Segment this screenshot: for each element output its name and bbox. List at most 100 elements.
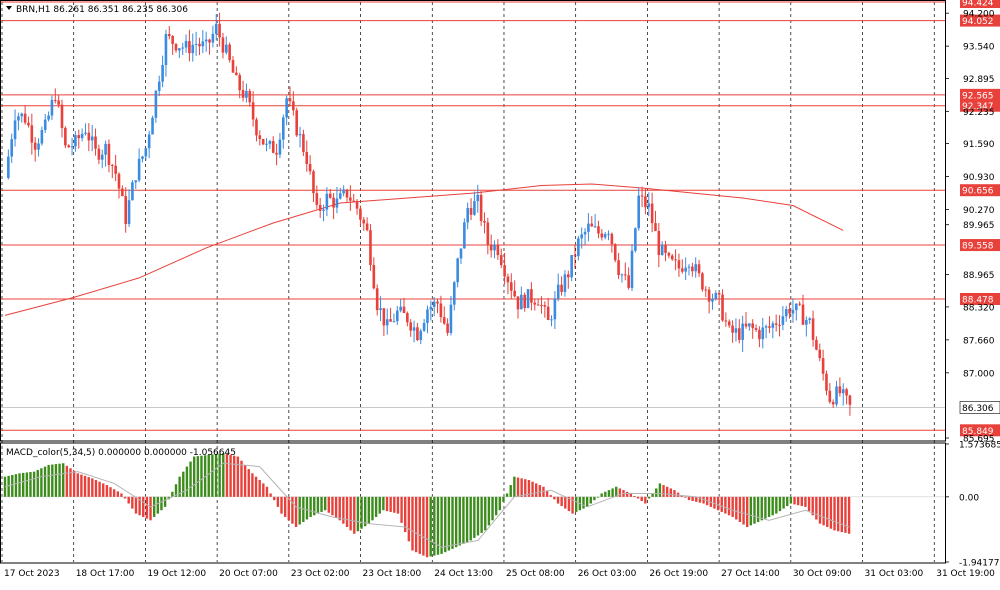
candle[interactable]	[67, 144, 71, 148]
macd-bar[interactable]	[724, 496, 727, 514]
candle[interactable]	[788, 302, 791, 319]
candle[interactable]	[617, 252, 620, 280]
candle[interactable]	[660, 241, 664, 256]
candle[interactable]	[566, 270, 570, 289]
macd-bar[interactable]	[800, 496, 803, 507]
candle[interactable]	[697, 259, 701, 277]
candle[interactable]	[315, 185, 319, 210]
dropdown-triangle-icon[interactable]	[6, 6, 12, 10]
candle[interactable]	[781, 305, 785, 331]
candle[interactable]	[275, 143, 278, 166]
candle[interactable]	[670, 253, 674, 261]
macd-bar[interactable]	[320, 496, 323, 512]
candle[interactable]	[285, 95, 288, 126]
candle[interactable]	[761, 317, 765, 349]
macd-bar[interactable]	[229, 454, 232, 497]
candle[interactable]	[737, 319, 741, 344]
macd-bar[interactable]	[62, 463, 65, 497]
candle[interactable]	[818, 343, 822, 362]
macd-bar[interactable]	[549, 495, 552, 497]
candle[interactable]	[436, 298, 439, 314]
candle[interactable]	[442, 306, 446, 325]
candle[interactable]	[224, 36, 228, 55]
candle[interactable]	[218, 12, 221, 47]
macd-bar[interactable]	[200, 455, 203, 497]
macd-bar[interactable]	[571, 496, 574, 514]
candle[interactable]	[147, 130, 151, 159]
macd-bar[interactable]	[142, 496, 145, 517]
candle[interactable]	[144, 147, 148, 161]
macd-bar[interactable]	[189, 461, 192, 497]
macd-bar[interactable]	[360, 496, 363, 529]
macd-bar[interactable]	[604, 491, 607, 497]
candle[interactable]	[493, 240, 496, 259]
candle[interactable]	[382, 308, 386, 336]
macd-bar[interactable]	[575, 496, 578, 512]
candle[interactable]	[831, 399, 835, 408]
macd-bar[interactable]	[836, 496, 840, 532]
candle[interactable]	[281, 114, 285, 149]
macd-bar[interactable]	[531, 481, 534, 497]
candle[interactable]	[372, 257, 376, 290]
macd-bar[interactable]	[262, 483, 265, 497]
candle[interactable]	[764, 324, 768, 339]
candle[interactable]	[161, 55, 164, 88]
macd-bar[interactable]	[14, 474, 18, 497]
macd-bar[interactable]	[564, 496, 567, 509]
candle[interactable]	[214, 14, 218, 41]
candle[interactable]	[540, 296, 543, 314]
macd-bar[interactable]	[527, 480, 531, 497]
macd-bar[interactable]	[491, 496, 494, 521]
candle[interactable]	[838, 377, 842, 397]
macd-bar[interactable]	[105, 485, 109, 497]
macd-bar[interactable]	[695, 496, 698, 502]
macd-bar[interactable]	[556, 496, 560, 504]
candle[interactable]	[228, 42, 231, 63]
macd-bar[interactable]	[465, 496, 469, 543]
macd-bar[interactable]	[560, 496, 563, 507]
macd-bar[interactable]	[487, 496, 491, 526]
candle[interactable]	[650, 192, 654, 233]
candle[interactable]	[345, 188, 349, 202]
candle[interactable]	[811, 310, 815, 347]
macd-bar[interactable]	[498, 496, 502, 511]
candle[interactable]	[30, 113, 34, 155]
macd-bar[interactable]	[233, 455, 236, 497]
candle[interactable]	[758, 326, 761, 348]
candle[interactable]	[406, 311, 409, 327]
candle[interactable]	[560, 276, 563, 296]
candle[interactable]	[60, 99, 64, 138]
macd-bar[interactable]	[440, 496, 443, 554]
candle[interactable]	[828, 383, 832, 404]
macd-bar[interactable]	[509, 485, 512, 497]
candle[interactable]	[536, 298, 540, 306]
macd-bar[interactable]	[72, 470, 76, 497]
macd-bar[interactable]	[334, 496, 338, 518]
macd-bar[interactable]	[236, 456, 240, 497]
candle[interactable]	[238, 72, 242, 99]
macd-bar[interactable]	[480, 496, 483, 533]
macd-bar[interactable]	[367, 496, 371, 524]
candle[interactable]	[412, 320, 416, 343]
macd-bar[interactable]	[396, 496, 400, 514]
macd-bar[interactable]	[58, 463, 61, 497]
candle[interactable]	[644, 188, 647, 215]
macd-bar[interactable]	[735, 496, 738, 520]
candle[interactable]	[694, 257, 698, 278]
macd-bar[interactable]	[393, 496, 396, 513]
macd-bar[interactable]	[829, 496, 833, 529]
macd-bar[interactable]	[40, 468, 43, 497]
macd-bar[interactable]	[152, 496, 156, 517]
candle[interactable]	[278, 132, 282, 159]
candle[interactable]	[20, 112, 24, 123]
macd-bar[interactable]	[593, 496, 596, 501]
macd-bar[interactable]	[662, 485, 665, 497]
macd-bar[interactable]	[778, 496, 782, 512]
macd-bar[interactable]	[349, 496, 352, 531]
macd-bar[interactable]	[414, 496, 418, 553]
macd-bar[interactable]	[513, 476, 516, 497]
candle[interactable]	[181, 42, 185, 55]
candle[interactable]	[349, 185, 352, 211]
candle[interactable]	[322, 204, 325, 222]
candle[interactable]	[40, 126, 44, 146]
